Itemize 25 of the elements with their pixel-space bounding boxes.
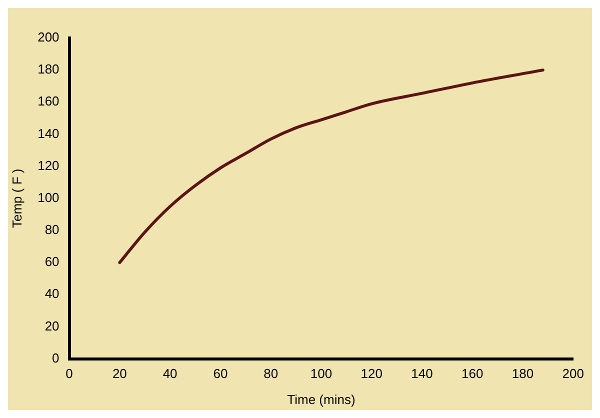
x-tick-label: 0 bbox=[66, 366, 73, 382]
x-tick-label: 100 bbox=[310, 366, 332, 382]
y-tick-label: 200 bbox=[38, 30, 60, 45]
x-tick-label: 20 bbox=[112, 366, 127, 382]
x-tick-label: 140 bbox=[411, 366, 433, 382]
y-tick-label: 160 bbox=[38, 94, 60, 109]
y-tick-label: 140 bbox=[38, 126, 60, 141]
y-tick-label: 40 bbox=[44, 286, 60, 302]
line-series bbox=[118, 68, 544, 264]
x-tick-label: 120 bbox=[360, 366, 382, 382]
x-tick-label: 40 bbox=[162, 366, 178, 382]
y-tick-label: 100 bbox=[38, 190, 60, 205]
y-tick-label: 0 bbox=[52, 350, 60, 366]
x-tick-label: 80 bbox=[264, 366, 278, 382]
y-tick-label: 120 bbox=[38, 158, 60, 173]
y-tick-label: 80 bbox=[44, 222, 60, 238]
x-tick-label: 160 bbox=[462, 366, 484, 382]
y-tick-label: 20 bbox=[44, 318, 60, 334]
x-axis-title: Time (mins) bbox=[287, 392, 356, 407]
x-tick-label: 180 bbox=[512, 366, 534, 382]
y-tick-label: 180 bbox=[38, 62, 60, 77]
x-tick-label: 60 bbox=[213, 366, 228, 382]
x-tick-label: 200 bbox=[562, 366, 584, 382]
y-axis-title: Temp ( F ) bbox=[9, 168, 24, 228]
y-tick-label: 60 bbox=[44, 254, 60, 270]
